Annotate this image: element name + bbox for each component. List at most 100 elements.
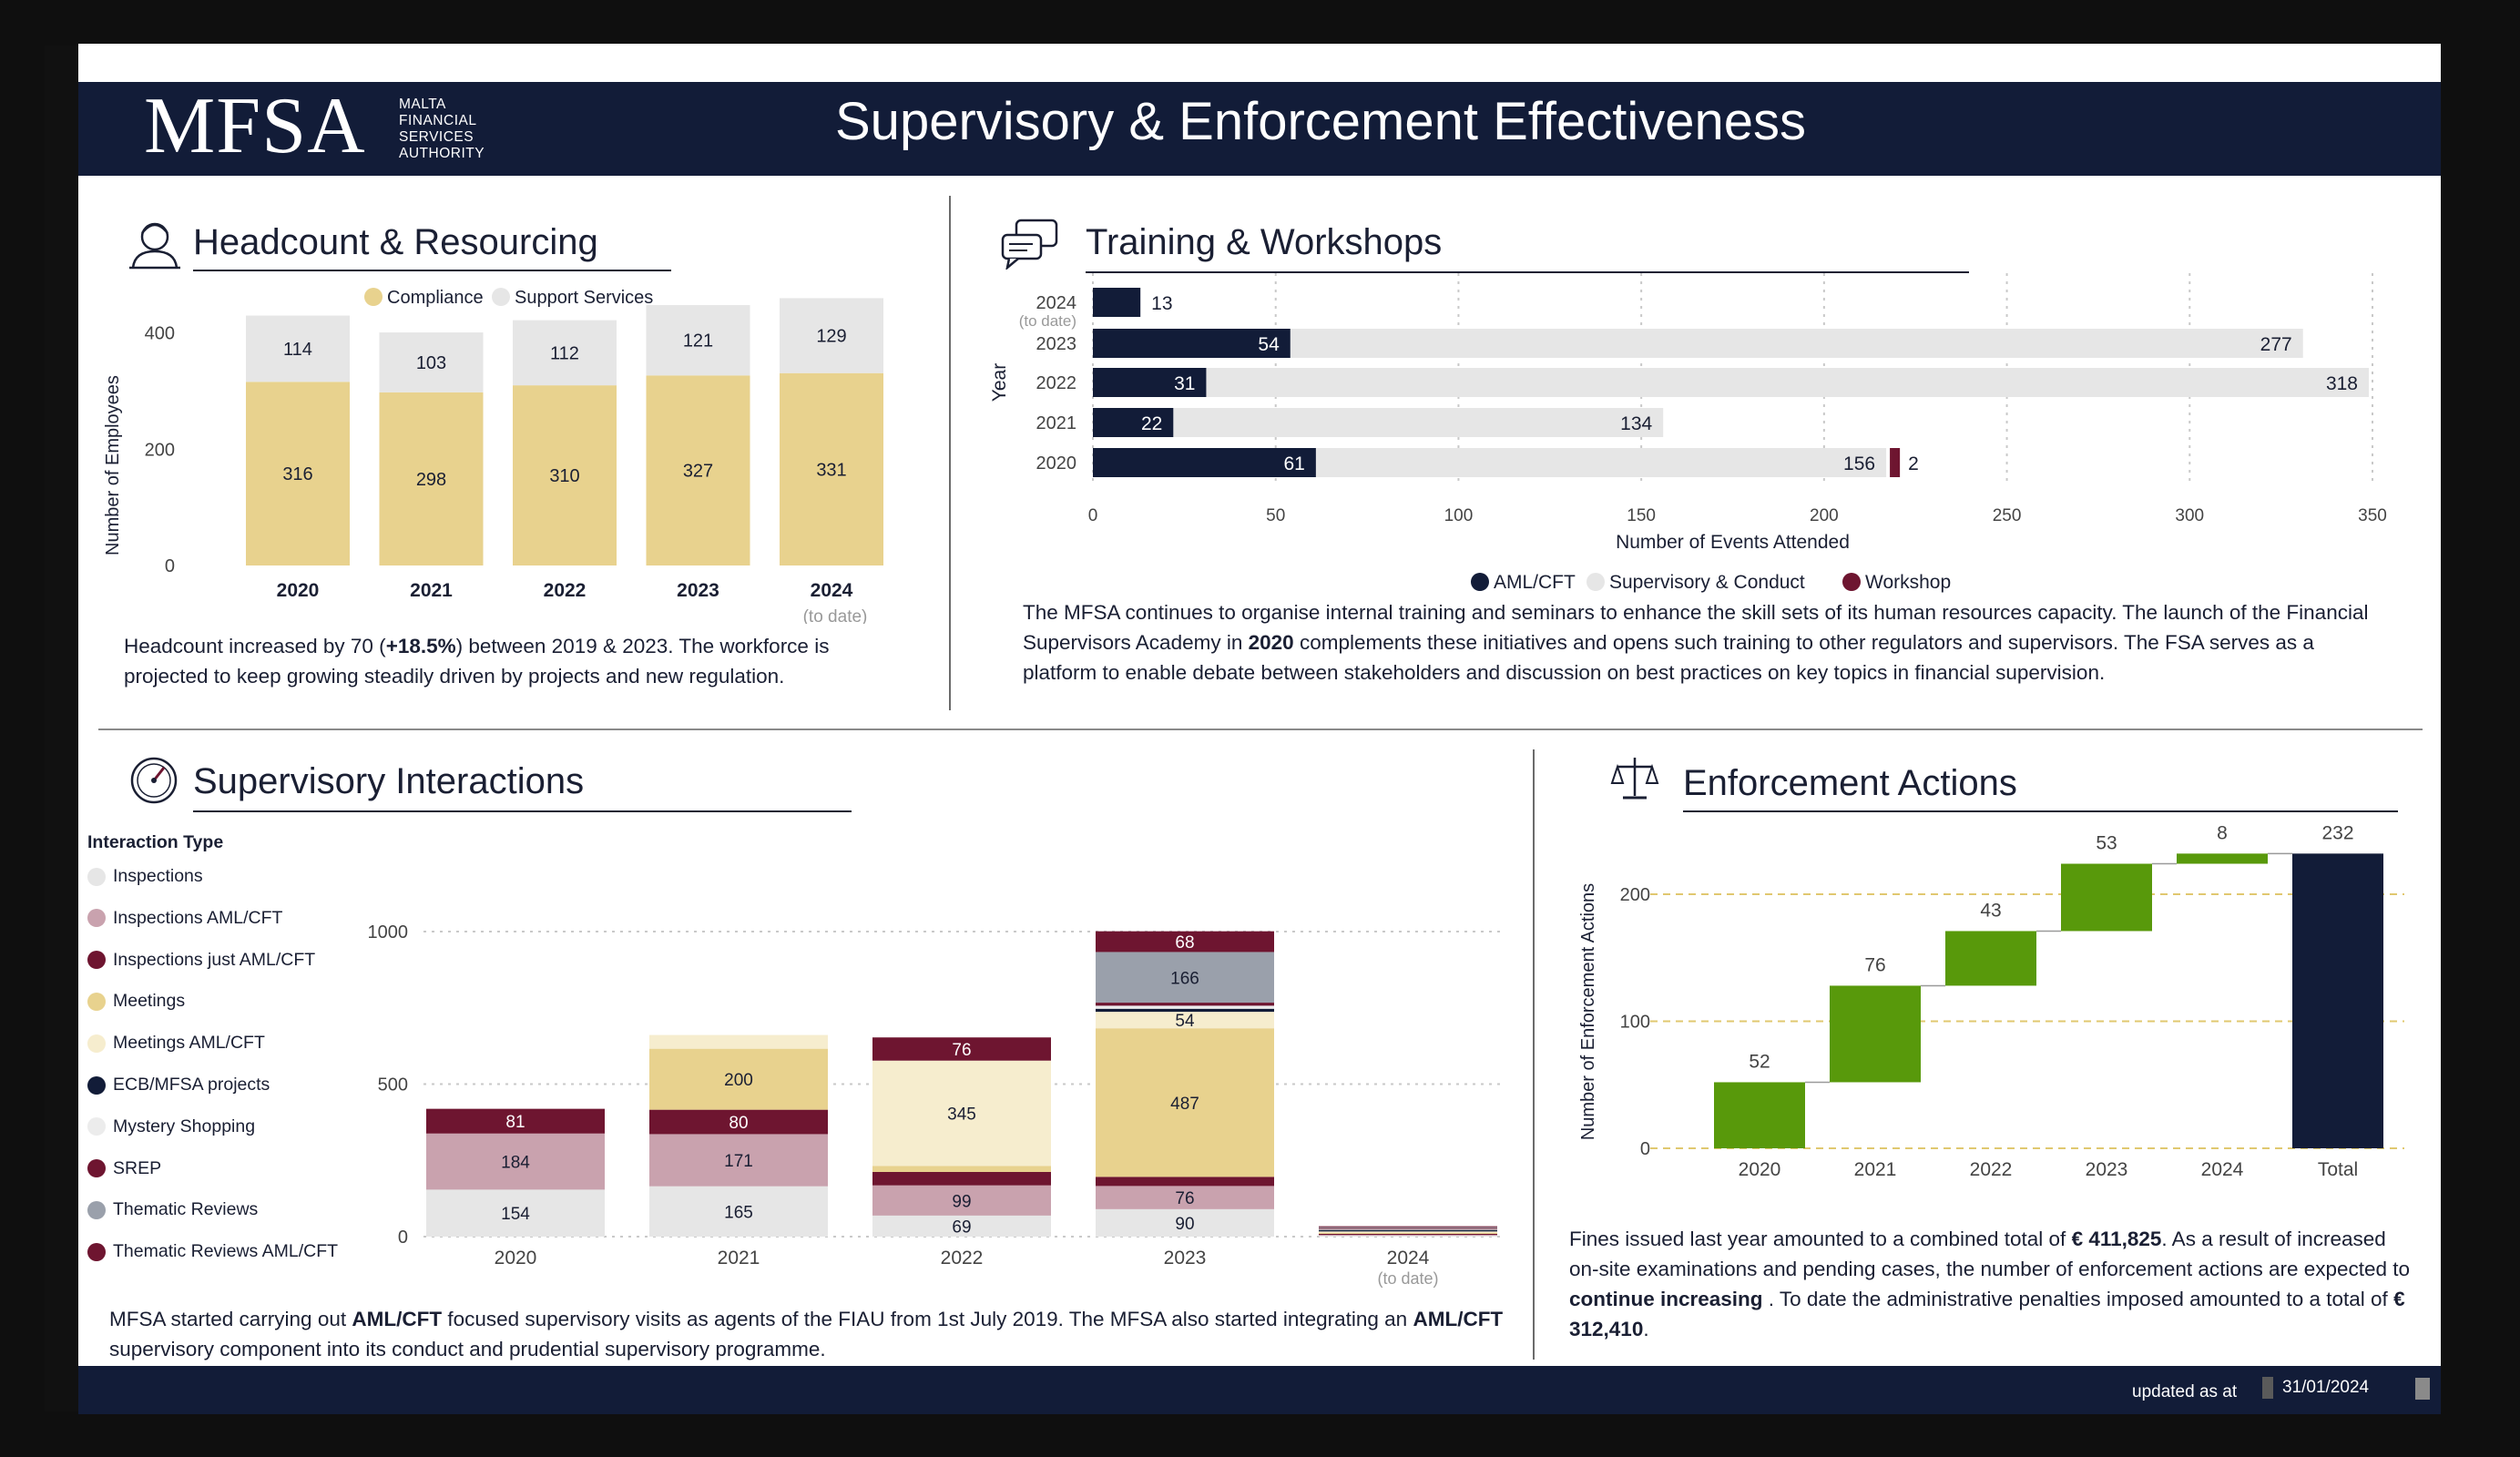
data-label: 200 [724,1071,753,1090]
scroll-handle[interactable] [2415,1378,2430,1400]
y-tick-label: 2023 [1036,334,1077,354]
data-label: 154 [501,1205,530,1224]
logo-sub-line: MALTA [399,97,446,112]
bar-segment [1319,1231,1497,1233]
logo-sub-line: AUTHORITY [399,146,485,161]
y-tick-label: 2021 [1036,413,1077,433]
data-label: 310 [549,466,579,486]
legend-item: Inspections AML/CFT [87,908,282,929]
y-tick-label: 2024 [1036,293,1077,313]
legend-label: Thematic Reviews [113,1199,259,1220]
data-label: 184 [501,1154,530,1173]
bar-segment [649,1048,828,1110]
y-tick-label: 0 [165,556,175,576]
vertical-divider [949,196,951,710]
vertical-divider [1533,749,1535,1360]
bar-segment [1096,952,1274,1004]
data-label: 52 [1749,1051,1770,1072]
bar-segment [1093,448,1316,477]
data-label: 76 [1175,1189,1194,1208]
data-label: 13 [1151,293,1172,314]
x-tick-label: 2024 [2201,1159,2244,1180]
bar-segment [646,305,750,376]
enforcement-paragraph: Fines issued last year amounted to a com… [1569,1228,2411,1340]
x-tick-label: 2020 [495,1248,537,1269]
x-tick-label: 2023 [1164,1248,1207,1269]
y-axis-label: Number of Enforcement Actions [1578,883,1598,1140]
page-title: Supervisory & Enforcement Effectiveness [835,92,1806,151]
bar-segment [1945,931,2036,986]
bar-segment [1290,329,2303,358]
bar-segment [872,1185,1051,1216]
legend-dot [87,1034,106,1053]
y-tick-label: 2020 [1036,453,1077,474]
training-chart: 0 50 100 150 200 250 300 350 Number of Events At… [989,273,2387,593]
bar-segment [649,1186,828,1237]
x-tick-label: 350 [2358,506,2387,525]
bar-segment [1096,1012,1274,1029]
scales-icon [1610,758,1659,800]
legend-item: ECB/MFSA projects [87,1075,270,1095]
data-label: 316 [282,464,312,484]
bar-segment [780,372,883,565]
bar-segment [379,392,484,565]
legend-label: Compliance [387,288,484,308]
x-axis-label: Number of Events Attended [1616,532,1850,553]
bar-segment [1096,931,1274,953]
data-label: 166 [1170,969,1199,988]
bar-segment [513,320,617,386]
legend-label: Inspections [113,866,203,886]
x-tick-label: 50 [1266,506,1285,525]
legend-dot [87,992,106,1011]
y-tick-label: 1000 [368,922,409,942]
data-label: 345 [947,1105,976,1124]
bar-segment [649,1034,828,1049]
section-title-training: Training & Workshops [1086,222,1443,262]
legend-dot [87,1200,106,1219]
bar-segment [872,1171,1051,1186]
horizontal-divider [98,728,2423,730]
y-tick-label: 500 [378,1075,408,1095]
data-label: 31 [1174,373,1195,394]
legend-label: Supervisory & Conduct [1609,572,1805,593]
x-tick-label: 2021 [410,580,453,601]
x-tick-label: 2023 [677,580,719,601]
bar-segment [246,315,350,382]
legend-dot [87,1159,106,1178]
training-paragraph: The MFSA continues to organise internal … [1023,601,2369,684]
x-tick-label: 300 [2175,506,2204,525]
bar-segment [1093,288,1141,317]
bar-segment [872,1215,1051,1237]
bar-segment [1093,408,1174,437]
x-tick-label: 2021 [1854,1159,1897,1180]
legend-dot [87,909,106,928]
data-label: 112 [550,343,579,363]
data-label: 129 [816,327,846,347]
y-axis-label: Year [989,363,1010,402]
bar-segment [646,375,750,565]
x-tick-label: Total [2318,1159,2358,1180]
bar-segment [426,1133,605,1190]
legend-dot [1586,573,1605,591]
legend-label: Meetings [113,991,186,1012]
data-label: 8 [2217,822,2228,843]
data-label: 318 [2326,373,2358,394]
legend-item: Thematic Reviews [87,1199,258,1220]
logo-sub-line: SERVICES [399,129,474,145]
data-label: 76 [952,1041,971,1060]
y-tick-label: 200 [1620,885,1650,905]
x-tick-label: 200 [1810,506,1839,525]
bar-segment [1096,1008,1274,1013]
footer-date: 31/01/2024 [2282,1378,2370,1397]
supervisory-paragraph: MFSA started carrying out AML/CFT focuse… [109,1308,1504,1360]
x-tick-label: 2024 [811,580,853,601]
bar-segment [1315,448,1887,477]
section-underline [1683,810,2398,812]
x-tick-label: 2022 [544,580,587,601]
supervisory-chart: 0 500 1000 154 184 81 2020 165 171 80 200 2021 69 99 3… [368,922,1503,1288]
section-title-headcount: Headcount & Resourcing [193,222,598,262]
section-underline [193,270,671,271]
legend-label: Thematic Reviews AML/CFT [113,1241,339,1262]
y-tick-note: (to date) [1019,312,1076,330]
data-label: 54 [1258,334,1280,355]
